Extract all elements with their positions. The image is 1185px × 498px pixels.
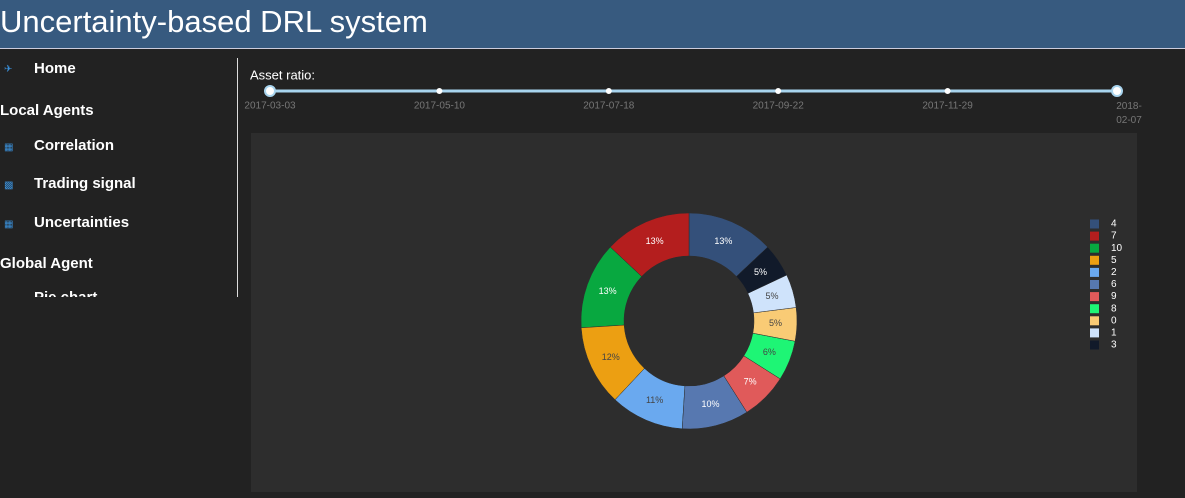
pie-slice bbox=[580, 324, 645, 401]
slider-mark: 2017-09-22 bbox=[753, 101, 805, 112]
pie-slice bbox=[752, 307, 798, 342]
slice-label: 12% bbox=[602, 352, 620, 362]
slider-label: Asset ratio: bbox=[250, 67, 315, 82]
pie-slice bbox=[736, 246, 788, 294]
legend-swatch bbox=[1090, 219, 1099, 229]
legend-label: 10 bbox=[1111, 243, 1123, 254]
slice-label: 5% bbox=[766, 291, 779, 301]
header: Uncertainty-based DRL system bbox=[0, 0, 1185, 49]
legend-swatch bbox=[1090, 280, 1099, 289]
slider-dot bbox=[775, 88, 782, 94]
legend-swatch bbox=[1090, 316, 1099, 326]
pie-slice bbox=[609, 212, 690, 277]
slider-dot bbox=[944, 88, 951, 94]
slice-label: 6% bbox=[763, 347, 776, 357]
slider-dot bbox=[605, 88, 612, 94]
legend-swatch bbox=[1090, 231, 1099, 241]
legend-swatch bbox=[1090, 292, 1099, 302]
nav-item[interactable]: Pie chart bbox=[34, 289, 97, 297]
slice-label: 13% bbox=[599, 286, 617, 296]
slider-dot bbox=[436, 88, 443, 94]
legend-label: 3 bbox=[1111, 340, 1117, 351]
slider-mark: 2017-07-18 bbox=[583, 101, 635, 112]
nav-section: Global Agent bbox=[0, 255, 93, 272]
slider-handle bbox=[264, 85, 276, 97]
legend-label: 8 bbox=[1111, 303, 1117, 314]
legend-swatch bbox=[1090, 255, 1099, 265]
legend-swatch bbox=[1090, 267, 1099, 277]
icon: ▦ bbox=[4, 142, 14, 153]
legend-label: 0 bbox=[1111, 315, 1117, 326]
legend-swatch bbox=[1090, 243, 1099, 253]
legend-label: 7 bbox=[1111, 231, 1117, 242]
slice-label: 11% bbox=[646, 395, 663, 405]
pie-slice bbox=[681, 375, 748, 430]
slider-mark: 2017-11-29 bbox=[922, 101, 973, 112]
legend-swatch bbox=[1090, 304, 1099, 314]
pie-slice bbox=[747, 274, 797, 314]
pie-slice bbox=[723, 355, 781, 413]
nav-item[interactable]: Home bbox=[34, 60, 76, 77]
legend-label: 4 bbox=[1111, 219, 1117, 230]
slice-label: 13% bbox=[646, 236, 664, 246]
icon: ▦ bbox=[4, 219, 14, 230]
nav-item[interactable]: Trading signal bbox=[34, 175, 136, 192]
slider-mark: 2018-02-07 bbox=[1116, 101, 1142, 126]
pie-slice bbox=[580, 246, 642, 329]
icon: ● bbox=[4, 295, 14, 297]
sidebar: ✈ Home Local Agents ▦ Correlation ▩ Trad… bbox=[0, 58, 238, 297]
slider-handle bbox=[1111, 85, 1123, 97]
slice-label: 5% bbox=[769, 318, 782, 328]
legend-label: 6 bbox=[1111, 279, 1117, 290]
legend-label: 9 bbox=[1111, 291, 1117, 302]
chart-panel bbox=[251, 133, 1137, 492]
pie-slice bbox=[688, 212, 769, 277]
nav-item[interactable]: Correlation bbox=[34, 137, 115, 154]
pie-slice bbox=[743, 332, 796, 380]
nav-section: Local Agents bbox=[0, 102, 94, 119]
slice-label: 13% bbox=[714, 236, 732, 246]
slider-mark: 2017-03-03 bbox=[244, 101, 296, 112]
legend-label: 1 bbox=[1111, 328, 1117, 339]
slice-label: 10% bbox=[702, 399, 720, 409]
nav-item[interactable]: Uncertainties bbox=[34, 214, 130, 231]
legend-label: 2 bbox=[1111, 267, 1117, 278]
icon: ✈ bbox=[4, 64, 13, 75]
pie-slice bbox=[614, 368, 686, 430]
legend-label: 5 bbox=[1111, 255, 1117, 266]
icon: ▩ bbox=[4, 180, 14, 191]
legend-swatch bbox=[1090, 340, 1099, 350]
slice-label: 7% bbox=[744, 377, 757, 387]
app-title: Uncertainty-based DRL system bbox=[0, 4, 428, 39]
slider-mark: 2017-05-10 bbox=[414, 101, 466, 112]
legend-swatch bbox=[1090, 328, 1099, 338]
slice-label: 5% bbox=[754, 267, 767, 277]
